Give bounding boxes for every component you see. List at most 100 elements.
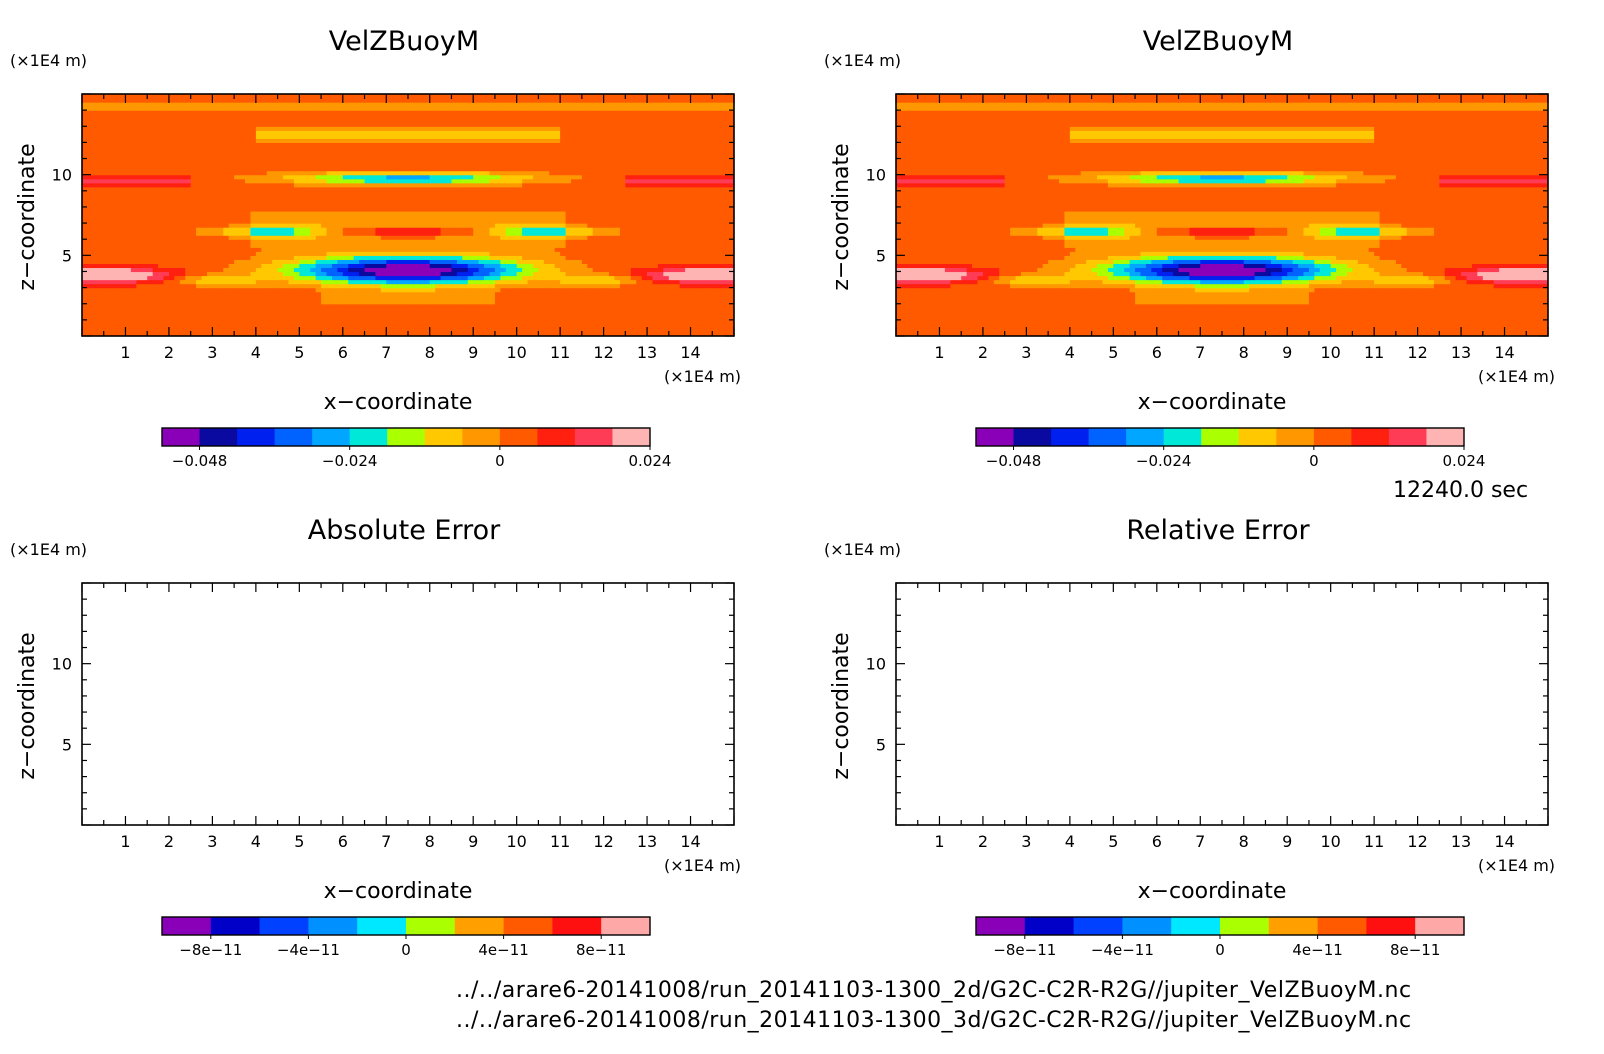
field-cell [560,311,567,317]
field-cell [321,271,328,277]
field-cell [397,319,404,325]
field-cell [348,170,355,176]
field-cell [304,323,311,329]
field-cell [125,231,132,236]
field-cell [125,182,132,188]
field-cell [500,210,507,216]
field-cell [190,223,197,228]
field-cell [201,315,208,321]
field-cell [571,247,578,252]
field-cell [484,190,491,196]
field-cell [652,235,659,240]
field-cell [625,315,632,321]
field-cell [418,303,425,309]
field-cell [587,251,594,256]
field-cell [342,239,349,244]
field-cell [337,315,344,321]
field-cell [103,206,110,212]
field-cell [473,303,480,309]
field-cell [408,259,415,264]
field-cell [543,267,550,273]
field-cell [245,263,252,269]
field-cell [494,291,501,297]
field-cell [668,283,675,289]
field-cell [337,319,344,325]
field-cell [625,267,632,273]
field-cell [706,235,713,240]
field-cell [581,267,588,273]
field-cell [440,194,447,200]
field-cell [239,299,246,305]
field-cell [130,331,137,336]
field-cell [435,295,442,301]
field-cell [386,206,393,212]
field-cell [581,315,588,321]
field-cell [266,243,273,248]
field-cell [505,235,512,240]
field-cell [212,323,219,329]
field-cell [402,186,409,192]
field-cell [652,243,659,248]
field-cell [690,198,697,204]
field-cell [440,247,447,252]
field-cell [234,279,241,285]
field-cell [424,283,431,289]
field-cell [293,198,300,204]
field-cell [527,319,534,325]
field-cell [288,227,295,232]
field-cell [598,279,605,285]
field-cell [299,315,306,321]
field-cell [489,182,496,188]
field-cell [408,186,415,192]
field-cell [130,239,137,244]
field-cell [652,267,659,273]
field-cell [98,271,105,277]
field-cell [527,263,534,269]
field-cell [98,267,105,273]
field-cell [212,303,219,309]
field-cell [158,186,165,192]
field-cell [723,279,730,285]
field-cell [636,243,643,248]
field-cell [424,331,431,336]
field-cell [250,231,257,236]
field-cell [255,210,262,216]
field-cell [636,287,643,293]
field-cell [478,295,485,301]
field-cell [456,174,463,180]
field-cell [114,231,121,236]
field-cell [261,247,268,252]
field-cell [489,194,496,200]
field-cell [250,198,257,204]
field-cell [239,283,246,289]
field-cell [614,307,621,313]
field-cell [549,186,556,192]
field-cell [397,194,404,200]
field-cell [130,223,137,228]
field-cell [462,275,469,281]
field-cell [359,271,366,277]
field-cell [505,331,512,336]
field-cell [109,283,116,289]
field-cell [163,219,170,224]
field-cell [657,186,664,192]
field-cell [359,315,366,321]
field-cell [239,227,246,232]
field-cell [310,223,317,228]
field-cell [212,287,219,293]
field-cell [456,190,463,196]
field-cell [581,223,588,228]
field-cell [522,219,529,224]
field-cell [239,255,246,260]
field-cell [299,170,306,176]
field-cell [429,319,436,325]
field-cell [103,311,110,317]
field-cell [440,170,447,176]
field-cell [206,251,213,256]
field-cell [228,227,235,232]
field-cell [315,227,322,232]
field-cell [728,231,734,236]
field-cell [538,263,545,269]
field-cell [196,327,203,333]
field-cell [228,291,235,297]
